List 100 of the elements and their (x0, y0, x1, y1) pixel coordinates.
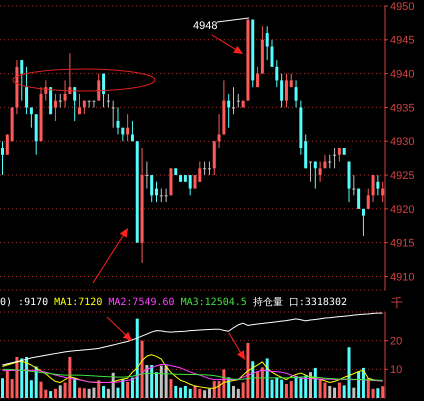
candlestick (309, 161, 312, 182)
candlestick (318, 161, 322, 182)
bar (348, 347, 350, 398)
candlestick (338, 148, 341, 162)
bar (155, 372, 158, 398)
bar (284, 384, 288, 398)
bar (251, 361, 254, 398)
candlestick (116, 106, 120, 135)
bar (260, 367, 264, 398)
bar (1, 378, 4, 398)
bar (140, 340, 144, 398)
candlestick (280, 73, 284, 108)
bar (198, 388, 202, 398)
candlestick (73, 86, 76, 122)
text: :7120 (72, 297, 102, 308)
y-tick-label: 4925 (390, 170, 414, 182)
bar (150, 365, 154, 398)
bar (294, 376, 298, 398)
bar (256, 371, 260, 398)
candlestick (126, 114, 130, 142)
y-tick-label: 4950 (390, 0, 414, 13)
bar (236, 388, 240, 398)
candlestick (121, 127, 124, 142)
bar (64, 382, 67, 398)
bar (381, 386, 384, 398)
candlestick (20, 60, 24, 102)
bar (376, 388, 380, 398)
candlestick (275, 60, 278, 88)
bar (270, 380, 274, 398)
candlestick (82, 100, 86, 115)
candlestick (270, 39, 274, 68)
candlestick (112, 100, 115, 128)
bar (97, 380, 100, 398)
candlestick (381, 181, 384, 203)
bar (126, 382, 130, 398)
bar (116, 388, 120, 398)
candlestick (130, 120, 134, 142)
candlestick (290, 73, 293, 88)
text: 口:3318302 (288, 297, 347, 308)
candlestick (314, 161, 317, 190)
candlestick (372, 174, 375, 203)
bar (309, 372, 312, 398)
text: MA2 (108, 297, 126, 308)
candlestick (352, 174, 356, 196)
candlestick (145, 161, 148, 190)
candlestick (376, 174, 380, 196)
candlestick (1, 140, 4, 176)
bar (323, 382, 326, 398)
y-tick-label: 4945 (390, 34, 414, 47)
candlestick (362, 208, 365, 236)
line-series (2, 368, 384, 381)
candlestick (227, 93, 230, 128)
candlestick (323, 154, 326, 169)
candlestick (54, 93, 57, 122)
candlestick (150, 174, 154, 203)
bar (49, 391, 52, 398)
bar (73, 378, 76, 398)
text: MA1 (54, 297, 72, 308)
bar (246, 342, 250, 398)
candlestick (78, 93, 81, 115)
bar (44, 390, 48, 398)
candlestick (64, 80, 67, 108)
bar (58, 385, 62, 398)
candlestick (232, 86, 235, 115)
candlestick (102, 73, 106, 108)
candlestick (366, 188, 370, 210)
candlestick (198, 161, 202, 182)
candlestick (266, 26, 269, 61)
candlestick (284, 73, 288, 108)
bar (338, 382, 341, 398)
bar (232, 386, 235, 398)
candlestick (106, 93, 110, 108)
bar (136, 318, 139, 398)
bar (352, 388, 356, 398)
bar (78, 388, 81, 398)
candlestick (328, 154, 332, 169)
candlestick (203, 161, 206, 176)
bar (242, 382, 245, 398)
candlestick (294, 80, 298, 108)
candlestick (58, 93, 62, 108)
line-series (2, 312, 384, 366)
y-tick-label: 4910 (390, 271, 414, 284)
candlestick (25, 66, 28, 115)
y-tick-label: 4935 (390, 102, 414, 114)
bar (169, 379, 172, 398)
bar (102, 386, 106, 398)
bar (145, 365, 148, 398)
y-axis-title: 千 (391, 296, 403, 310)
bar (314, 368, 317, 398)
text: :12504.5 (198, 297, 247, 308)
bar (40, 382, 42, 398)
y-tick-label: 4915 (390, 238, 414, 250)
bar (357, 371, 360, 398)
candlestick (155, 181, 158, 203)
series-label: 持仓量 (252, 297, 283, 308)
y-tick-label: 4930 (390, 136, 414, 148)
bar (15, 357, 18, 398)
bar (54, 388, 57, 398)
bar (203, 390, 206, 398)
bar (342, 385, 346, 398)
